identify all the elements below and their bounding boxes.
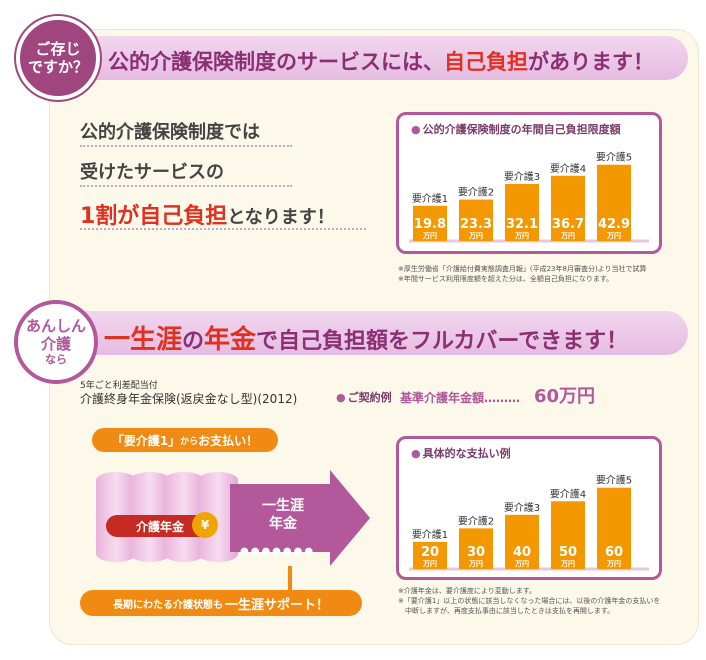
payment-start-pill: 「要介護1」 から お支払い！ xyxy=(92,428,278,452)
chart-bar xyxy=(597,164,631,241)
chart-value-label: 40 xyxy=(513,545,531,560)
chart-unit-label: 万円 xyxy=(422,560,437,568)
dotted-divider xyxy=(80,145,292,147)
chart-category-label: 要介護2 xyxy=(458,514,494,527)
chart-bar xyxy=(413,541,447,569)
contract-example-label: ご契約例 xyxy=(336,389,392,405)
badge-line-1: あんしん xyxy=(25,317,86,336)
chart-category-label: 要介護5 xyxy=(596,151,632,164)
chart-category-label: 要介護1 xyxy=(412,192,448,205)
chart-unit-label: 万円 xyxy=(514,232,529,240)
yen-coin-icon: ¥ xyxy=(192,512,218,538)
section2-headline: 一生涯の年金で自己負担額をフルカバーできます！ xyxy=(104,319,628,356)
footnote-line: ※厚生労働省「介護給付費実態調査月報」(平成23年8月審査分)より当社で試算 xyxy=(398,265,647,273)
chart-unit-label: 万円 xyxy=(560,560,575,568)
bar-chart-limit: 要介護119.8万円要介護223.3万円要介護332.1万円要介護436.7万円… xyxy=(409,151,649,243)
lifetime-support-pill: 長期にわたる介護状態も 一生涯サポート！ xyxy=(80,590,362,616)
base-annuity-amount: 60万円 xyxy=(534,386,596,407)
chart-value-label: 30 xyxy=(467,545,485,560)
chart-category-label: 要介護3 xyxy=(504,170,540,183)
chart-unit-label: 万円 xyxy=(560,232,575,240)
chart-unit-label: 万円 xyxy=(606,232,621,240)
chart-value-label: 42.9 xyxy=(598,217,630,232)
chart-category-label: 要介護5 xyxy=(596,474,632,487)
chart-value-label: 19.8 xyxy=(414,217,446,232)
headline-emphasis: 自己負担 xyxy=(444,50,528,74)
badge-line-1: ご存じ xyxy=(35,40,81,58)
chart-bar xyxy=(459,199,493,241)
chart-bar xyxy=(505,514,539,569)
chart-bar xyxy=(551,501,585,569)
chart-bar xyxy=(459,528,493,569)
section1-headline: 公的介護保険制度のサービスには、自己負担があります！ xyxy=(108,46,654,76)
arrow-dots: ●●●●●●● xyxy=(240,546,316,557)
body-line-3-post: となります！ xyxy=(227,207,335,228)
badge-line-2: 介護 xyxy=(40,335,71,354)
headline-pre: 公的介護保険制度のサービスには、 xyxy=(108,50,444,74)
chart-category-label: 要介護4 xyxy=(550,487,586,500)
headline-post: があります！ xyxy=(528,50,654,74)
chart-box-payment: 具体的な支払い例 要介護120万円要介護230万円要介護340万円要介護450万… xyxy=(396,436,662,580)
badge-line-2: ですか？ xyxy=(27,58,88,76)
chart-title: 公的介護保険制度の年間自己負担限度額 xyxy=(411,121,621,137)
headline-banner-2 xyxy=(80,311,688,355)
chart-title: 具体的な支払い例 xyxy=(411,445,511,461)
footnote-1: ※厚生労働省「介護給付費実態調査月報」(平成23年8月審査分)より当社で試算 ※… xyxy=(398,264,647,284)
connector-line xyxy=(288,566,292,592)
did-you-know-badge: ご存じ ですか？ xyxy=(16,16,100,100)
headline-banner-1 xyxy=(80,36,688,80)
chart-unit-label: 万円 xyxy=(514,560,529,568)
dotted-divider xyxy=(80,185,292,187)
chart-unit-label: 万円 xyxy=(468,232,483,240)
chart-value-label: 60 xyxy=(605,545,623,560)
body-line-2: 受けたサービスの xyxy=(80,162,224,183)
pill-post: お支払い！ xyxy=(198,433,259,448)
headline-emphasis: 年金 xyxy=(204,325,257,355)
body-line-3: 1割が自己負担となります！ xyxy=(80,198,335,230)
kaigo-annuity-label: 介護年金 xyxy=(106,515,214,537)
arrow-line-2: 年金 xyxy=(269,516,297,533)
chart-value-label: 50 xyxy=(559,545,577,560)
chart-bar xyxy=(413,205,447,241)
chart-unit-label: 万円 xyxy=(606,560,621,568)
product-subtitle: 5年ごと利差配当付 xyxy=(80,381,158,391)
badge-line-3: なら xyxy=(45,353,67,367)
body-line-3-emphasis: 1割が自己負担 xyxy=(80,204,228,229)
chart-unit-label: 万円 xyxy=(422,232,437,240)
headline-post: で自己負担額をフルカバーできます！ xyxy=(256,329,629,354)
footnote-line: ※年間サービス利用限度額を超えた分は、全額自己負担になります。 xyxy=(398,275,614,284)
chart-bar xyxy=(597,487,631,569)
arrow-label: 一生涯 年金 xyxy=(262,497,304,533)
headline-emphasis: 一生涯 xyxy=(104,325,183,355)
chart-value-label: 36.7 xyxy=(552,217,584,232)
dotted-divider xyxy=(80,228,366,230)
arrow-line-1: 一生涯 xyxy=(262,498,304,514)
chart-category-label: 要介護3 xyxy=(504,501,540,514)
chart-category-label: 要介護4 xyxy=(550,162,586,175)
chart-value-label: 20 xyxy=(421,545,439,560)
headline-mid: の xyxy=(182,329,205,354)
chart-bar xyxy=(551,175,585,241)
anshin-kaigo-badge: あんしん 介護 なら xyxy=(14,300,98,384)
chart-box-limit: 公的介護保険制度の年間自己負担限度額 要介護119.8万円要介護223.3万円要… xyxy=(396,112,662,254)
footnote-2: ※介護年金は、要介護度により変動します。 ※「要介護1」以上の状態に該当しなくな… xyxy=(398,586,660,616)
pill-emphasis: 「要介護1」 xyxy=(111,433,181,448)
support-emphasis: 一生涯サポート！ xyxy=(224,597,329,613)
chart-category-label: 要介護2 xyxy=(458,186,494,199)
chart-unit-label: 万円 xyxy=(468,560,483,568)
product-name: 介護終身年金保険(返戻金なし型)(2012) xyxy=(80,392,298,406)
chart-value-label: 23.3 xyxy=(460,217,492,232)
pill-mid: から xyxy=(180,436,199,447)
chart-bar xyxy=(505,183,539,241)
chart-value-label: 32.1 xyxy=(506,217,538,232)
base-annuity-label: 基準介護年金額……… xyxy=(400,391,521,405)
footnote-line: 中断しますが、再度支払事由に該当したときは支払を再開します。 xyxy=(398,607,615,616)
support-pre: 長期にわたる介護状態も xyxy=(112,599,223,611)
chart-category-label: 要介護1 xyxy=(412,528,448,541)
footnote-line: ※「要介護1」以上の状態に該当しなくなった場合には、以後の介護年金の支払いを xyxy=(398,597,661,606)
body-line-1: 公的介護保険制度では xyxy=(80,122,260,143)
footnote-line: ※介護年金は、要介護度により変動します。 xyxy=(398,587,537,595)
